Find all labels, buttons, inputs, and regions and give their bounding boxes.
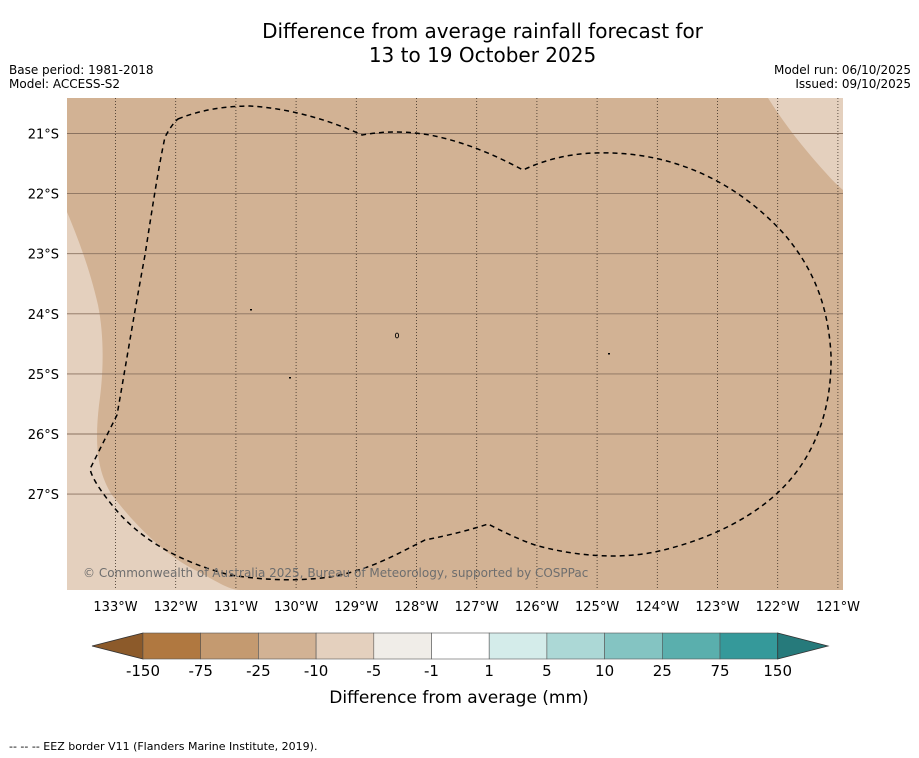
longitude-label: 131°W [214,600,258,615]
colorbar-bin [142,632,202,660]
colorbar-bin [546,632,605,660]
title-line-1: Difference from average rainfall forecas… [262,19,703,43]
eez-border [89,105,832,581]
latitude-label: 24°S [28,308,59,323]
colorbar-tick-label: 1 [484,662,494,680]
longitude-label: 127°W [455,600,499,615]
graticule [67,98,843,590]
island [608,353,610,355]
colorbar-legend: -150 -75 -25 -10 -5 -1 1 5 10 25 75 150 [91,632,830,680]
light-anomaly-region-northeast [768,98,843,190]
colorbar-bin [719,632,779,660]
colorbar-bin [661,632,721,660]
colorbar-tick-label: -10 [304,662,329,680]
colorbar-extension-max [777,632,830,660]
colorbar-tick-label: -75 [188,662,213,680]
colorbar-bin [488,632,548,660]
colorbar-bin [373,632,432,660]
longitude-label: 129°W [334,600,378,615]
colorbar-tick-label: 75 [710,662,729,680]
island [250,309,252,311]
island [394,332,400,339]
longitude-label: 130°W [274,600,318,615]
colorbar-bin [200,632,259,660]
colorbar-tick-label: 25 [653,662,672,680]
colorbar-tick-label: 10 [595,662,614,680]
meta-left: Base period: 1981-2018 Model: ACCESS-S2 [9,63,154,91]
meta-right: Model run: 06/10/2025 Issued: 09/10/2025 [774,63,911,91]
title-line-2: 13 to 19 October 2025 [368,43,597,67]
colorbar-bin [604,632,663,660]
colorbar-tick-label: -5 [366,662,381,680]
latitude-label: 22°S [28,188,59,203]
longitude-label: 128°W [394,600,438,615]
colorbar-tick-label: -150 [126,662,160,680]
light-anomaly-region-west [67,98,240,590]
copyright-notice: © Commonwealth of Australia 2025, Bureau… [83,566,588,580]
model-name: Model: ACCESS-S2 [9,77,121,91]
longitude-label: 132°W [154,600,198,615]
longitude-label: 126°W [515,600,559,615]
longitude-label: 121°W [816,600,860,615]
island [289,377,291,379]
colorbar-tick-label: -25 [246,662,271,680]
latitude-label: 26°S [28,428,59,443]
longitude-label: 125°W [575,600,619,615]
colorbar-bin [315,632,375,660]
eez-footnote: -- -- -- EEZ border V11 (Flanders Marine… [9,740,318,753]
colorbar-tick-label: -1 [424,662,439,680]
colorbar-extension-min [91,632,144,660]
chart-title: Difference from average rainfall forecas… [0,19,919,67]
base-period: Base period: 1981-2018 [9,63,154,77]
latitude-labels: 21°S 22°S 23°S 24°S 25°S 26°S 27°S [28,128,59,504]
longitude-labels: 133°W 132°W 131°W 130°W 129°W 128°W 127°W 126°W… [93,600,860,615]
longitude-label: 124°W [635,600,679,615]
colorbar-bin [431,632,490,660]
colorbar-label: Difference from average (mm) [329,688,588,708]
longitude-label: 123°W [695,600,739,615]
map-panel: © Commonwealth of Australia 2025, Bureau… [67,98,843,590]
latitude-label: 25°S [28,368,59,383]
latitude-label: 21°S [28,128,59,143]
colorbar-bin [258,632,317,660]
model-run: Model run: 06/10/2025 [773,63,911,77]
colorbar-tick-label: 150 [763,662,792,680]
latitude-label: 23°S [28,248,59,263]
map-background [67,98,843,590]
latitude-label: 27°S [28,488,59,503]
issued-date: Issued: 09/10/2025 [795,77,911,91]
colorbar-tick-label: 5 [542,662,552,680]
longitude-label: 122°W [756,600,800,615]
longitude-label: 133°W [93,600,137,615]
